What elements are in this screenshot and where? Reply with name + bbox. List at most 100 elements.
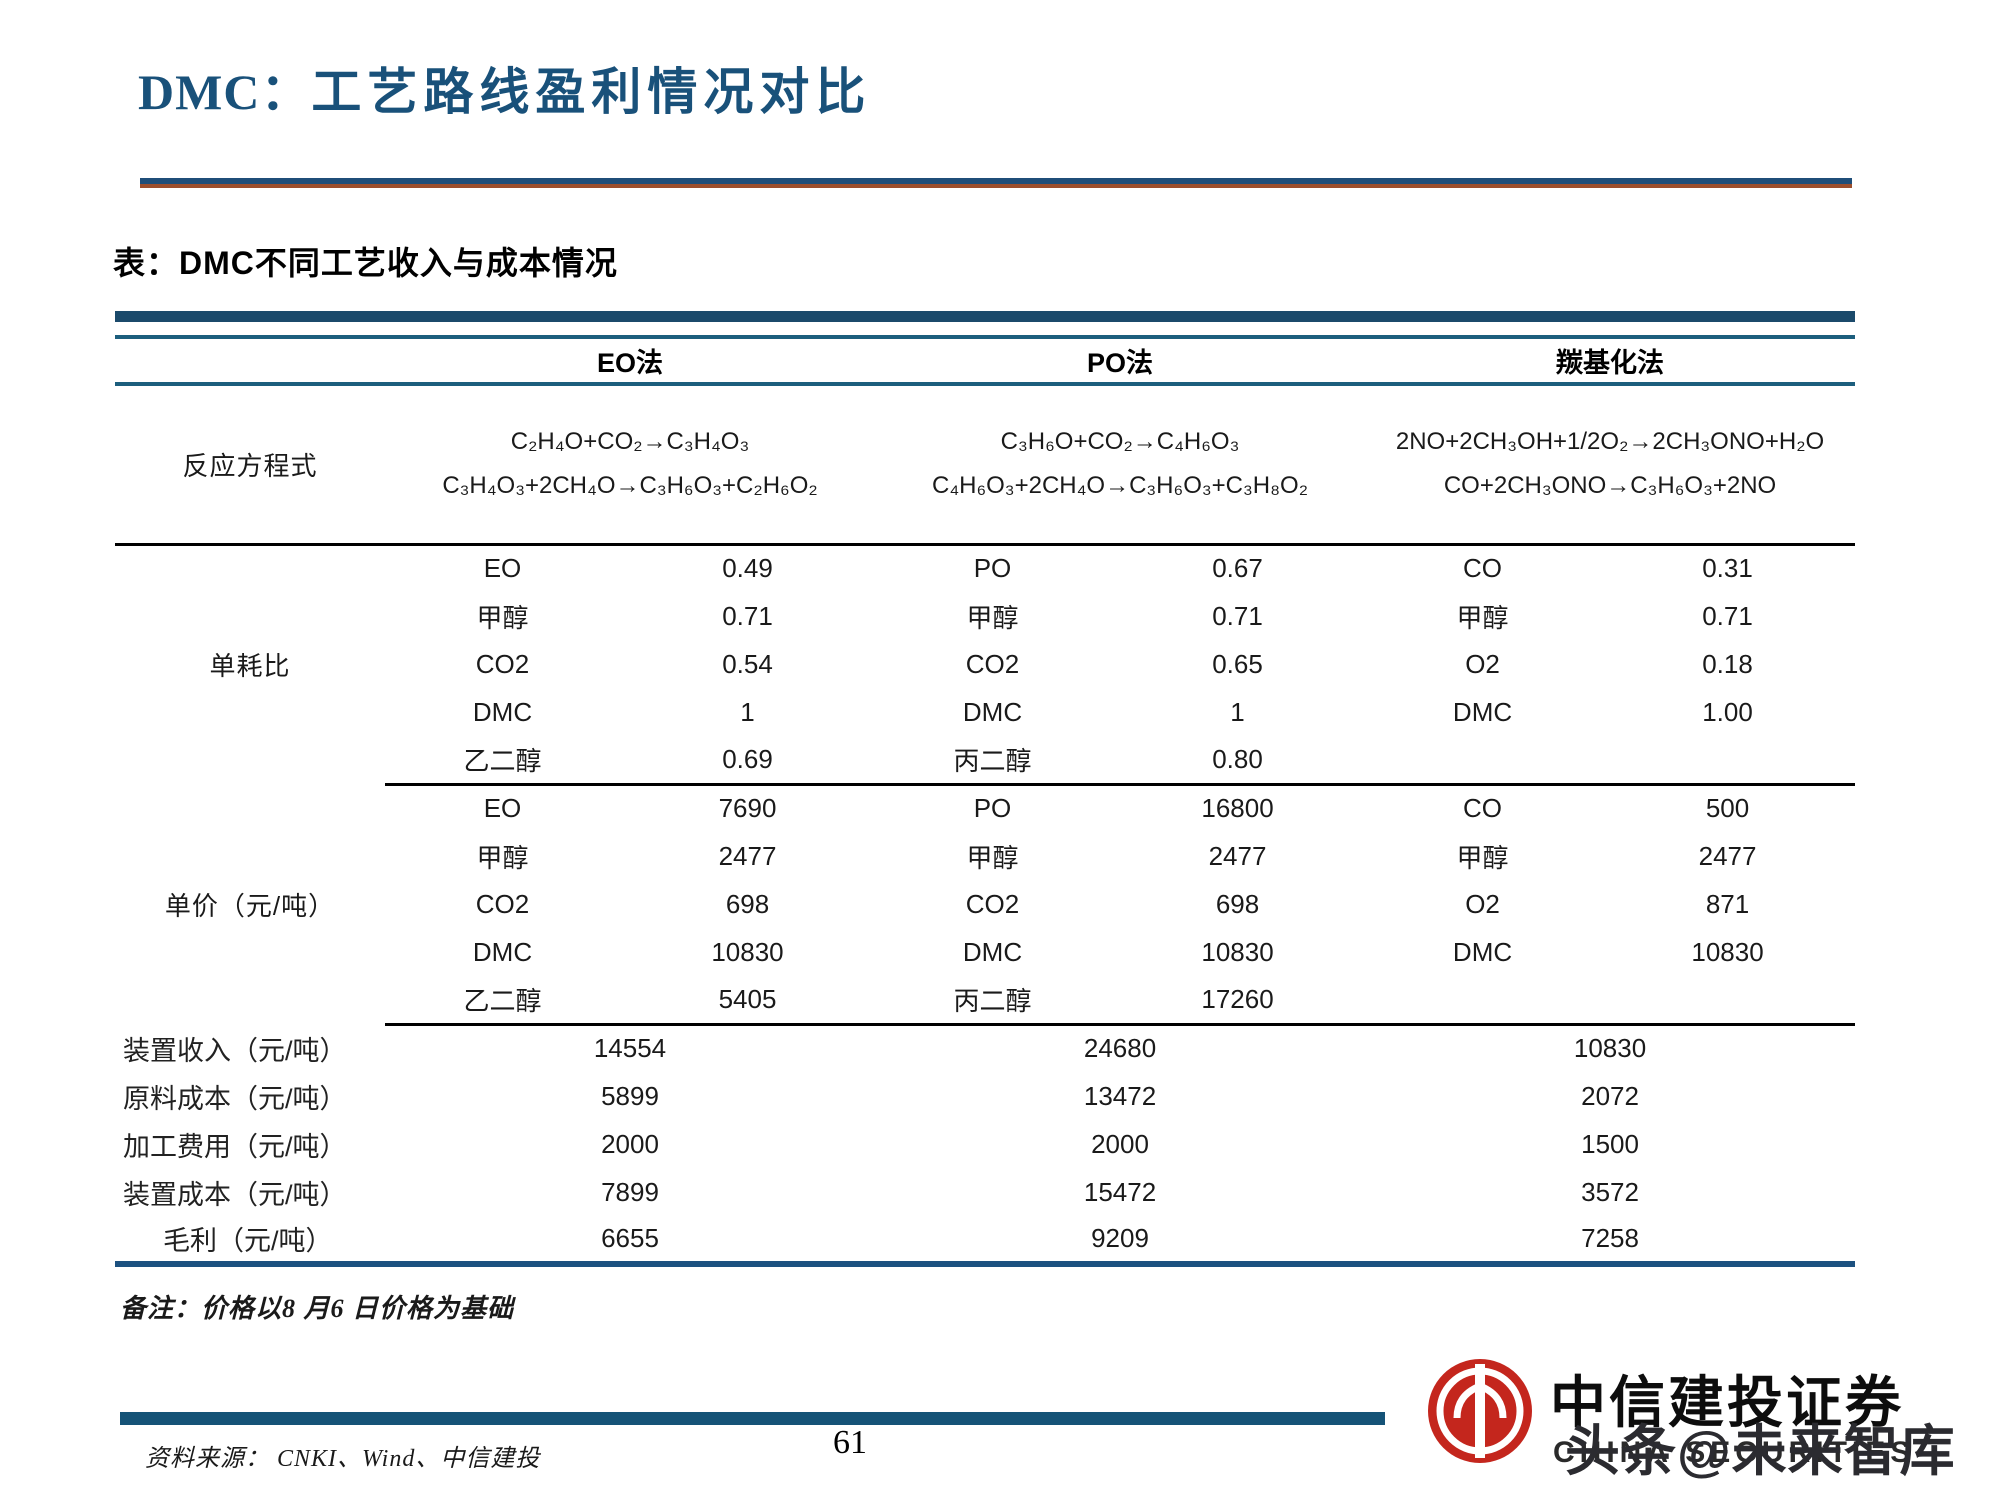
cell-item: EO	[483, 793, 522, 824]
header-carbonylation-method: 羰基化法	[1365, 335, 1856, 386]
cell-item: O2	[1465, 648, 1500, 679]
cell-value: 0.71	[1702, 600, 1753, 631]
equation-row-label: 反应方程式	[115, 384, 385, 546]
cell-value: 10830	[1691, 936, 1764, 967]
cell-value: 17260	[1110, 976, 1366, 1026]
po-equation-1: C₃H₆O+CO₂→C₄H₆O₃	[1000, 428, 1240, 456]
summary-po-value: 15472	[1083, 1176, 1157, 1207]
cell-value: 2477	[1698, 840, 1757, 871]
header-po-method: PO法	[875, 335, 1366, 386]
cell-item	[1365, 736, 1601, 786]
header-eo-method: EO法	[385, 335, 876, 386]
summary-label: 装置收入（元/吨）	[123, 1035, 347, 1066]
source-text: 资料来源： CNKI、Wind、中信建投	[145, 1446, 541, 1472]
table-row: 乙二醇 5405 丙二醇 17260	[115, 976, 1856, 1026]
cell-item: CO2	[475, 648, 530, 679]
cell-item: O2	[1465, 888, 1500, 919]
summary-row: 装置收入（元/吨） 14554 24680 10830	[115, 1024, 1855, 1072]
table-row: CO2 698 CO2 698 O2 871	[115, 880, 1855, 928]
consumption-section-label: 单耗比	[209, 651, 291, 682]
summary-carbonylation-value: 1500	[1581, 1128, 1639, 1159]
cell-value: 2477	[718, 840, 777, 871]
cell-value: 0.18	[1702, 648, 1753, 679]
footer-divider	[120, 1412, 1385, 1425]
table-row: DMC 10830 DMC 10830 DMC 10830	[115, 928, 1855, 976]
cell-item: DMC	[472, 936, 533, 967]
carbonylation-equation-1: 2NO+2CH₃OH+1/2O₂→2CH₃ONO+H₂O	[1395, 428, 1825, 456]
page-number: 61	[833, 1424, 867, 1461]
cell-value: 0.80	[1110, 736, 1366, 786]
cell-item: 乙二醇	[385, 736, 620, 786]
brand-name-en: CHINA SECURITIES	[1553, 1436, 1916, 1469]
cell-value: 698	[1215, 888, 1260, 919]
cell-item: CO2	[475, 888, 530, 919]
cell-value: 1	[740, 696, 755, 727]
summary-carbonylation-value: 3572	[1581, 1176, 1639, 1207]
cell-value: 0.65	[1212, 648, 1263, 679]
cell-value: 0.31	[1702, 553, 1753, 584]
cell-item: 甲醇	[476, 842, 529, 873]
cell-item: 甲醇	[1456, 602, 1509, 633]
table-row: 甲醇 2477 甲醇 2477 甲醇 2477	[115, 832, 1855, 880]
table-top-bar	[115, 311, 1855, 322]
page-title-prefix: DMC：	[138, 64, 312, 120]
cell-value: 7690	[718, 793, 777, 824]
cell-item: DMC	[962, 936, 1023, 967]
carbonylation-equation-2: CO+2CH₃ONO→C₃H₆O₃+2NO	[1443, 472, 1777, 500]
cell-item: DMC	[1452, 696, 1513, 727]
cell-item: DMC	[1452, 936, 1513, 967]
cell-item	[1365, 976, 1601, 1026]
cell-value: 1	[1230, 696, 1245, 727]
summary-po-value: 24680	[1083, 1033, 1157, 1064]
cell-value: 500	[1705, 793, 1750, 824]
cell-item: 丙二醇	[875, 736, 1111, 786]
cell-item: CO	[1463, 793, 1503, 824]
summary-row: 装置成本（元/吨） 7899 15472 3572	[115, 1168, 1855, 1216]
cell-item: CO2	[965, 648, 1020, 679]
cell-value: 5405	[620, 976, 876, 1026]
summary-row: 原料成本（元/吨） 5899 13472 2072	[115, 1072, 1855, 1120]
cell-item: DMC	[962, 696, 1023, 727]
carbonylation-equations: 2NO+2CH₃OH+1/2O₂→2CH₃ONO+H₂O CO+2CH₃ONO→…	[1365, 384, 1856, 546]
comparison-table: EO法 PO法 羰基化法 反应方程式 C₂H₄O+CO₂→C₃H₄O₃ C₃H₄…	[115, 311, 1856, 1267]
cell-value: 698	[725, 888, 770, 919]
cell-value	[1600, 976, 1856, 1026]
price-section-label: 单价（元/吨）	[164, 890, 336, 921]
page-title-text: 工艺路线盈利情况对比	[311, 64, 872, 120]
header-empty-cell	[115, 335, 385, 386]
summary-label: 毛利（元/吨）	[115, 1216, 385, 1267]
summary-row: 毛利（元/吨） 6655 9209 7258	[115, 1216, 1856, 1267]
equation-row: 反应方程式 C₂H₄O+CO₂→C₃H₄O₃ C₃H₄O₃+2CH₄O→C₃H₆…	[115, 384, 1856, 546]
cell-value	[1600, 736, 1856, 786]
watermark-text: 头条@未来智库	[1565, 1420, 1956, 1482]
cell-item: PO	[973, 793, 1012, 824]
cell-item: PO	[973, 553, 1012, 584]
cell-item: EO	[483, 553, 522, 584]
summary-carbonylation-value: 7258	[1365, 1216, 1856, 1267]
cell-value: 0.49	[722, 553, 773, 584]
cell-item: 甲醇	[1456, 842, 1509, 873]
cell-value: 0.69	[620, 736, 876, 786]
summary-eo-value: 14554	[593, 1033, 667, 1064]
summary-row: 加工费用（元/吨） 2000 2000 1500	[115, 1120, 1855, 1168]
cell-item: 甲醇	[476, 602, 529, 633]
table-header-row: EO法 PO法 羰基化法	[115, 335, 1856, 386]
summary-po-value: 13472	[1083, 1080, 1157, 1111]
cell-item: CO	[1463, 553, 1503, 584]
cell-item: 甲醇	[966, 842, 1019, 873]
page-title: DMC：工艺路线盈利情况对比	[138, 52, 871, 124]
cell-item: 甲醇	[966, 602, 1019, 633]
summary-carbonylation-value: 10830	[1573, 1033, 1647, 1064]
summary-eo-value: 7899	[601, 1176, 659, 1207]
table-row: DMC 1 DMC 1 DMC 1.00	[115, 688, 1855, 736]
table-row: 单价（元/吨） EO 7690 PO 16800 CO 500	[115, 784, 1855, 920]
cell-value: 0.71	[722, 600, 773, 631]
cell-value: 10830	[711, 936, 784, 967]
table-row: 乙二醇 0.69 丙二醇 0.80	[115, 736, 1856, 786]
summary-eo-value: 6655	[385, 1216, 876, 1267]
summary-po-value: 9209	[875, 1216, 1366, 1267]
cell-item: 乙二醇	[385, 976, 620, 1026]
brand-name-cn: 中信建投证券	[1550, 1371, 1904, 1434]
cell-item: DMC	[472, 696, 533, 727]
table-row: 单耗比 EO 0.49 PO 0.67 CO 0.31	[115, 544, 1855, 681]
